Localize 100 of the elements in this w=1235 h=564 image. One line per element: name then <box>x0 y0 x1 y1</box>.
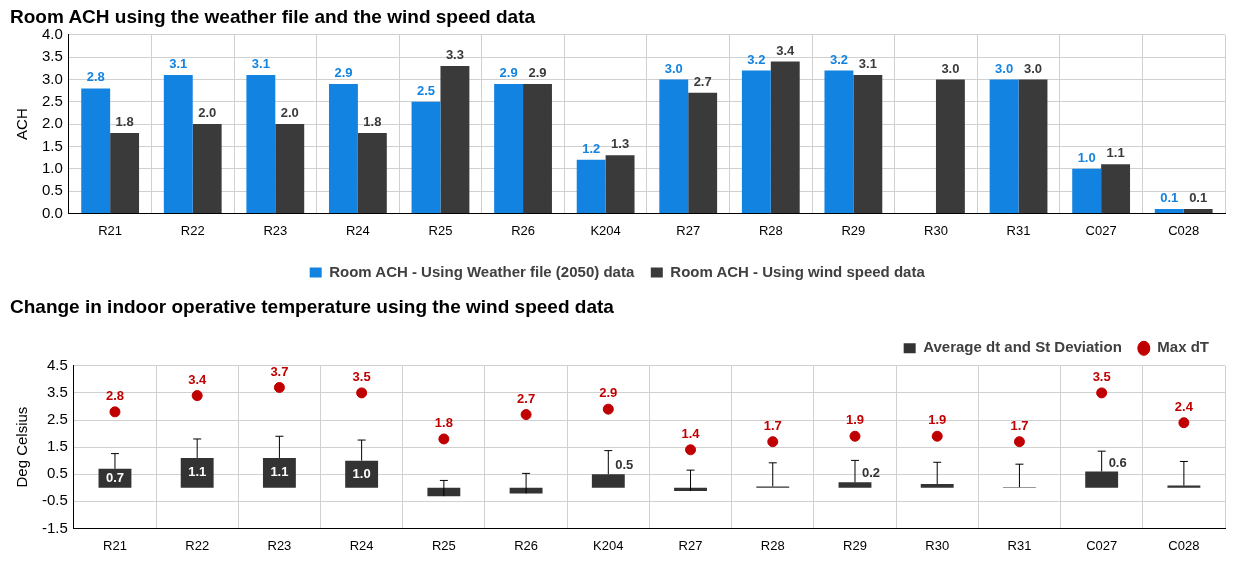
chart-title: Change in indoor operative temperature using the wind speed data <box>10 295 615 317</box>
data-label: 0.2 <box>861 465 881 481</box>
data-label: 3.0 <box>995 60 1014 76</box>
x-tick-label: C028 <box>1168 222 1200 238</box>
y-tick-label: 1.5 <box>46 437 68 455</box>
data-label: 1.3 <box>611 136 630 152</box>
data-label: 3.1 <box>251 56 270 72</box>
data-label: 2.5 <box>416 82 436 98</box>
y-tick-label: 1.5 <box>41 136 63 154</box>
x-tick-label: R31 <box>1007 537 1032 553</box>
x-tick-label: R27 <box>676 222 701 238</box>
x-tick-label: R22 <box>180 222 205 238</box>
legend-label: Max dT <box>1157 338 1210 356</box>
y-tick-label: 0.5 <box>41 181 63 199</box>
data-label: 0.7 <box>105 469 124 485</box>
data-label: 3.0 <box>1023 60 1043 76</box>
y-tick-label: 2.5 <box>41 91 63 109</box>
x-tick-label: R28 <box>758 222 783 238</box>
data-label: 2.0 <box>280 105 299 121</box>
data-label: 1.1 <box>270 464 289 480</box>
y-tick-label: 2.0 <box>41 114 63 132</box>
legend-label: Room ACH - Using wind speed data <box>670 262 926 280</box>
x-tick-label: R29 <box>843 537 867 553</box>
data-label: 2.9 <box>499 64 518 80</box>
y-tick-label: 4.5 <box>46 355 68 373</box>
data-label: 2.7 <box>517 390 536 406</box>
x-tick-label: R30 <box>925 537 950 553</box>
data-label: 1.9 <box>845 412 865 428</box>
y-tick-label: -1.5 <box>41 518 68 536</box>
legend-label: Average dt and St Deviation <box>923 338 1122 356</box>
data-label: 2.9 <box>334 64 353 80</box>
x-tick-label: C028 <box>1168 537 1200 553</box>
x-tick-label: R28 <box>760 537 785 553</box>
legend-label: Room ACH - Using Weather file (2050) data <box>329 262 635 280</box>
data-label: 3.0 <box>664 60 683 76</box>
x-tick-label: R29 <box>841 222 866 238</box>
data-label: 2.9 <box>599 385 618 401</box>
data-label: 1.8 <box>434 415 453 431</box>
x-tick-label: R26 <box>514 537 539 553</box>
data-label: 0.5 <box>615 457 634 473</box>
data-label: 3.3 <box>445 47 464 63</box>
y-tick-label: -0.5 <box>41 491 68 509</box>
data-label: 0.1 <box>1160 190 1179 206</box>
data-label: 1.9 <box>928 412 947 428</box>
data-label: 2.0 <box>198 105 217 121</box>
x-tick-label: R23 <box>263 222 288 238</box>
data-label: 3.4 <box>776 42 796 58</box>
data-label: 3.7 <box>270 363 289 379</box>
data-label: 0.6 <box>1108 454 1127 470</box>
x-tick-label: C027 <box>1085 222 1117 238</box>
x-tick-label: K204 <box>593 537 624 553</box>
x-tick-label: R23 <box>267 537 292 553</box>
x-tick-label: R27 <box>678 537 703 553</box>
data-label: 3.5 <box>352 368 371 384</box>
x-tick-label: R26 <box>511 222 535 238</box>
y-tick-label: 4.0 <box>41 24 63 42</box>
data-label: 2.8 <box>86 69 105 85</box>
data-label: 3.2 <box>747 51 766 67</box>
data-label: 1.0 <box>352 465 371 481</box>
data-label: 3.4 <box>188 371 207 387</box>
data-label: 2.7 <box>693 73 712 89</box>
data-label: 3.1 <box>858 56 877 72</box>
x-tick-label: K204 <box>590 222 621 238</box>
data-label: 1.7 <box>763 417 782 433</box>
x-tick-label: R21 <box>98 222 123 238</box>
x-tick-label: R30 <box>924 222 948 238</box>
x-tick-label: R31 <box>1006 222 1031 238</box>
data-label: 0.1 <box>1189 190 1208 206</box>
x-tick-label: R25 <box>428 222 453 238</box>
data-label: 2.4 <box>1174 398 1194 414</box>
data-label: 1.0 <box>1077 149 1096 165</box>
y-tick-label: 3.5 <box>41 47 63 65</box>
x-tick-label: R24 <box>345 222 370 238</box>
data-label: 1.7 <box>1010 417 1029 433</box>
data-label: 3.1 <box>169 56 188 72</box>
data-label: 1.1 <box>1106 145 1125 161</box>
data-label: 2.8 <box>105 387 124 403</box>
data-label: 1.1 <box>188 464 207 480</box>
y-tick-label: 1.0 <box>41 158 63 176</box>
chart-title: Room ACH using the weather file and the wind speed data <box>10 5 536 27</box>
data-label: 1.8 <box>115 114 134 130</box>
data-label: 2.9 <box>528 64 547 80</box>
x-tick-label: R22 <box>185 537 210 553</box>
data-label: 1.8 <box>363 114 382 130</box>
x-tick-label: R24 <box>349 537 374 553</box>
data-label: 3.2 <box>829 51 848 67</box>
x-tick-label: C027 <box>1086 537 1118 553</box>
y-tick-label: 0.5 <box>46 464 68 482</box>
x-tick-label: R25 <box>431 537 456 553</box>
y-axis-title: Deg Celsius <box>13 406 31 488</box>
y-tick-label: 0.0 <box>41 203 63 221</box>
data-label: 1.4 <box>681 425 701 441</box>
data-label: 1.2 <box>582 140 601 156</box>
x-tick-label: R21 <box>103 537 127 553</box>
data-label: 3.0 <box>941 60 960 76</box>
y-tick-label: 3.0 <box>41 69 63 87</box>
y-tick-label: 3.5 <box>46 383 68 401</box>
y-tick-label: 2.5 <box>46 410 68 428</box>
data-label: 3.5 <box>1092 368 1111 384</box>
y-axis-title: ACH <box>13 108 31 140</box>
